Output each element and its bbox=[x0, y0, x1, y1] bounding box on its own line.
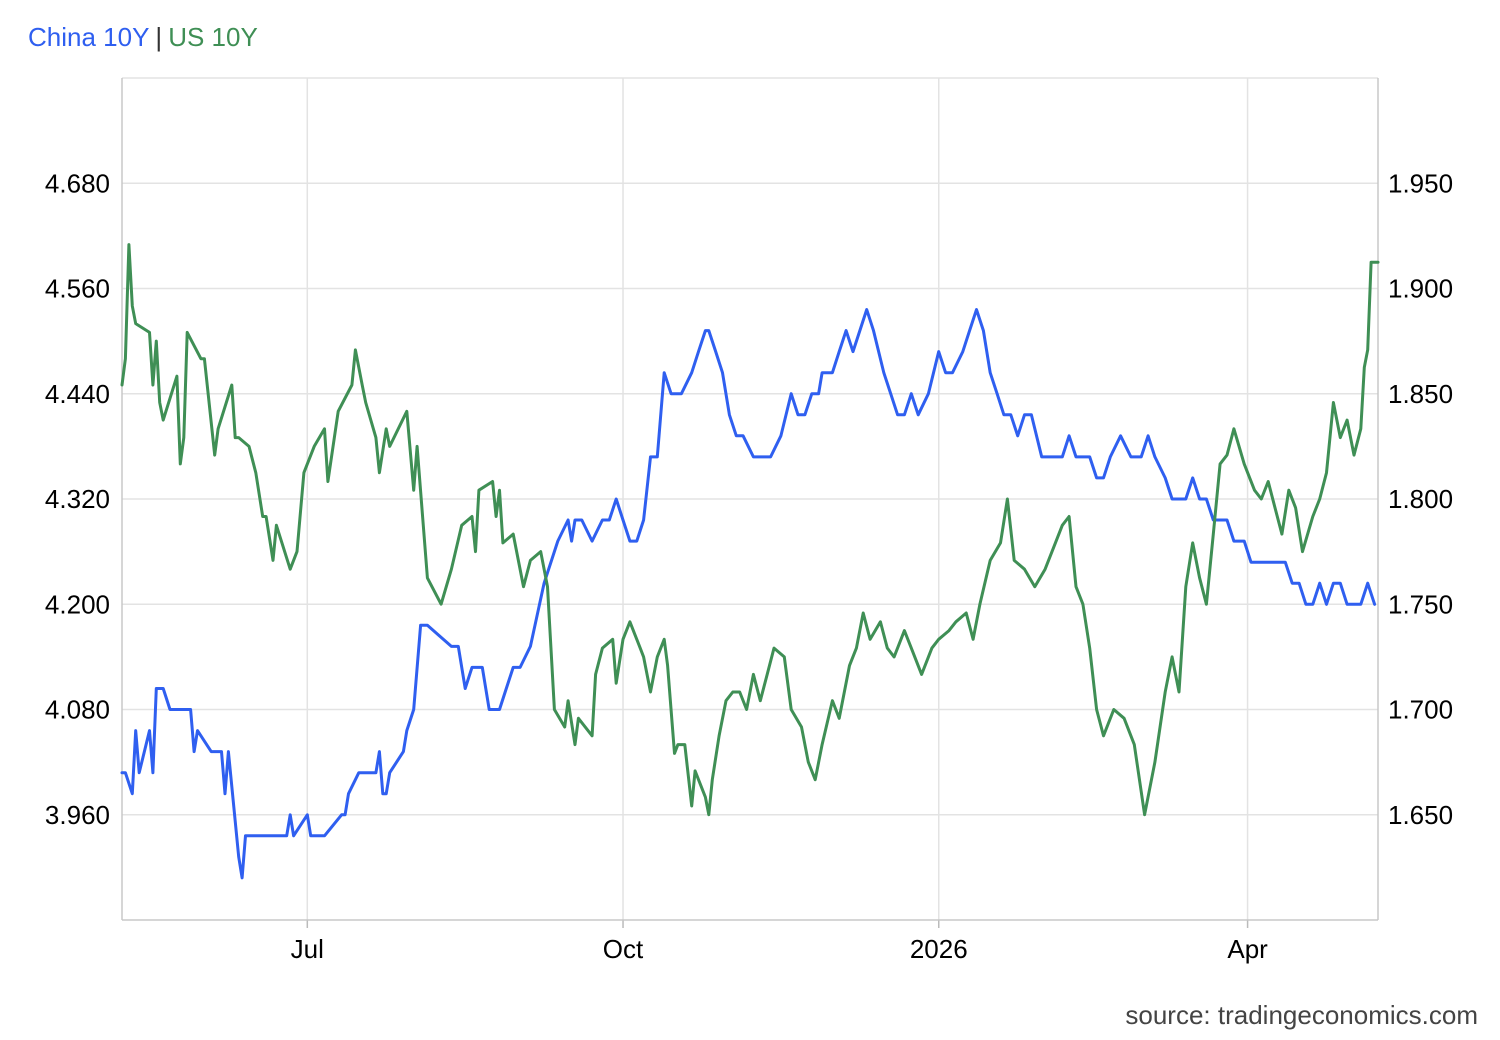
y-left-tick-label: 4.320 bbox=[45, 484, 110, 514]
x-tick-label: Apr bbox=[1227, 934, 1268, 964]
y-right-tick-label: 1.800 bbox=[1388, 484, 1453, 514]
y-left-tick-label: 3.960 bbox=[45, 800, 110, 830]
y-left-tick-label: 4.440 bbox=[45, 379, 110, 409]
y-right-tick-label: 1.850 bbox=[1388, 379, 1453, 409]
x-tick-label: Oct bbox=[603, 934, 644, 964]
series-line-china-10y bbox=[120, 308, 1377, 880]
x-tick-label: Jul bbox=[291, 934, 324, 964]
legend-us-10y[interactable]: US 10Y bbox=[168, 22, 258, 52]
series-line-us-10y bbox=[120, 243, 1380, 817]
y-left-tick-label: 4.680 bbox=[45, 168, 110, 198]
y-right-tick-label: 1.650 bbox=[1388, 800, 1453, 830]
y-left-tick-label: 4.080 bbox=[45, 695, 110, 725]
y-right-tick-label: 1.750 bbox=[1388, 589, 1453, 619]
y-left-tick-label: 4.560 bbox=[45, 274, 110, 304]
x-tick-label: 2026 bbox=[910, 934, 968, 964]
y-right-tick-label: 1.900 bbox=[1388, 274, 1453, 304]
y-right-tick-label: 1.700 bbox=[1388, 695, 1453, 725]
y-left-tick-label: 4.200 bbox=[45, 589, 110, 619]
legend: China 10Y | US 10Y bbox=[28, 22, 258, 53]
source-label: source: tradingeconomics.com bbox=[1125, 1000, 1478, 1030]
y-right-tick-label: 1.950 bbox=[1388, 168, 1453, 198]
legend-separator: | bbox=[155, 22, 163, 52]
legend-china-10y[interactable]: China 10Y bbox=[28, 22, 150, 52]
